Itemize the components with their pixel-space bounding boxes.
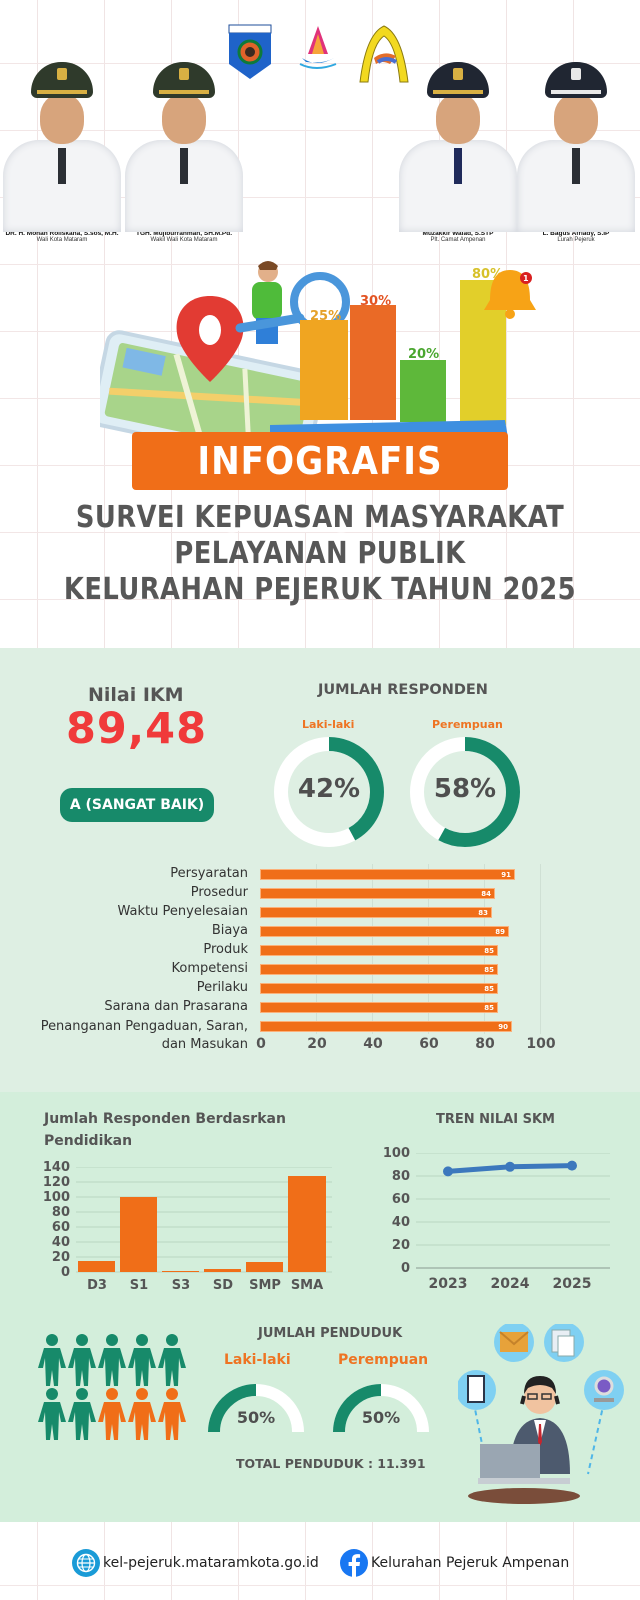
bar-perilaku: 85 [260,983,498,994]
title-line-2: PELAYANAN PUBLIK [174,536,466,571]
responden-male-value: 42% [297,774,361,804]
official-lurah: L. Bagus Afriady, S.IP Lurah Pejeruk [516,62,636,243]
category-label: Waktu Penyelesaian [117,904,248,919]
category-label: Sarana dan Prasarana [104,999,248,1014]
penduduk-title: JUMLAH PENDUDUK [258,1326,403,1341]
ampenan-logo [294,24,340,84]
unsur-bar-chart: Persyaratan Prosedur Waktu Penyelesaian … [0,864,640,1064]
website-url: kel-pejeruk.mataramkota.go.id [103,1555,319,1571]
official-name: TGH. Mujiburrahman, SH.M.Pd. [135,230,233,237]
facebook-link[interactable]: Kelurahan Pejeruk Ampenan [340,1548,569,1578]
ikm-section: Nilai IKM 89,48 A (SANGAT BAIK) JUMLAH R… [0,648,640,1092]
category-label: Prosedur [190,885,248,900]
title-line-1: SURVEI KEPUASAN MASYARAKAT [75,500,565,535]
grid-background-footer [0,1522,640,1600]
hero-illustration: 25% 30% 20% 80% 1 [90,260,540,469]
bar-persyaratan: 91 [260,869,515,880]
official-title: Lurah Pejeruk [557,237,595,243]
page-title: SURVEI KEPUASAN MASYARAKAT PELAYANAN PUB… [45,500,595,608]
penduduk-female-gauge: 50% [333,1376,429,1433]
infografis-banner: INFOGRAFIS STATISTIK [132,432,508,541]
bar-label: 25% [310,309,341,324]
official-title: Wakil Wali Kota Mataram [150,237,218,243]
penduduk-female-label: Perempuan [338,1352,429,1368]
total-penduduk: TOTAL PENDUDUK : 11.391 [236,1456,426,1471]
official-title: Plt. Camat Ampenan [430,237,486,243]
svg-text:1: 1 [523,274,529,283]
category-label: Kompetensi [171,961,248,976]
responden-male-label: Laki-laki [302,718,355,731]
y-axis-labels: 140 120 100 80 60 40 20 0 [42,1160,70,1280]
svg-text:20%: 20% [408,347,439,362]
website-link[interactable]: kel-pejeruk.mataramkota.go.id [72,1548,319,1578]
education-bar-chart: 140 120 100 80 60 40 20 0 D3 S1 [40,1160,332,1300]
x-tick: 60 [419,1036,439,1052]
official-camat: Muzakkir Walad, S.STP Plt. Camat Ampenan [398,62,518,243]
bar-prosedur: 84 [260,888,495,899]
bar-biaya: 89 [260,926,509,937]
penduduk-male-label: Laki-laki [224,1352,291,1368]
globe-icon [72,1549,100,1577]
x-tick: 20 [307,1036,327,1052]
responden-title: JUMLAH RESPONDEN [318,682,488,698]
bar-pengaduan: 90 [260,1021,512,1032]
category-label: Produk [203,942,248,957]
svg-text:30%: 30% [360,294,391,309]
bar-sarana: 85 [260,1002,498,1013]
official-name: Muzakkir Walad, S.STP [422,230,494,237]
footer: kel-pejeruk.mataramkota.go.id Kelurahan … [0,1522,640,1600]
title-line-3: KELURAHAN PEJERUK TAHUN 2025 [63,572,577,607]
x-tick: 0 [256,1036,266,1052]
charts-section: Jumlah Responden Berdasrkan Pendidikan 1… [0,1092,640,1522]
official-title: Wali Kota Mataram [36,237,88,243]
facebook-page-name: Kelurahan Pejeruk Ampenan [371,1555,570,1571]
responden-female-value: 58% [433,774,497,804]
bar-kompetensi: 85 [260,964,498,975]
x-tick: 40 [363,1036,383,1052]
penduduk-male-value: 50% [236,1408,276,1427]
responden-female-label: Perempuan [432,718,503,731]
kota-mataram-logo [228,24,272,80]
bar-waktu: 83 [260,907,492,918]
official-walikota: DR. H. Mohan Roliskana, S.sos, M.H. Wali… [0,62,124,243]
x-tick: 100 [526,1036,556,1052]
category-label: Persyaratan [170,866,248,881]
ikm-label: Nilai IKM [88,684,184,706]
trend-chart-title: TREN NILAI SKM [436,1112,555,1127]
population-people-icons [36,1332,192,1442]
responden-male-donut: 42% [274,736,384,848]
pejeruk-logo [356,24,412,84]
trend-line-chart: 100 80 60 40 20 0 2023 2024 2025 [380,1142,620,1292]
category-label: Biaya [211,923,248,938]
official-wakil-walikota: TGH. Mujiburrahman, SH.M.Pd. Wakil Wali … [122,62,246,243]
x-tick: 80 [475,1036,495,1052]
customer-service-illustration [456,1322,624,1520]
official-name: L. Bagus Afriady, S.IP [542,230,610,237]
category-label: Perilaku [196,980,248,995]
gridline [540,864,541,1034]
grade-badge: A (SANGAT BAIK) [60,788,214,822]
y-axis-labels: 100 80 60 40 20 0 [382,1146,410,1276]
ikm-value: 89,48 [66,704,208,754]
penduduk-male-gauge: 50% [208,1376,304,1433]
official-name: DR. H. Mohan Roliskana, S.sos, M.H. [5,230,119,237]
category-label: Penanganan Pengaduan, Saran, dan Masukan [40,1019,248,1052]
x-axis-labels: D3 S1 S3 SD SMP SMA [87,1278,324,1293]
facebook-icon [340,1549,368,1577]
bar-produk: 85 [260,945,498,956]
education-chart-title: Jumlah Responden Berdasrkan Pendidikan [44,1111,286,1149]
penduduk-female-value: 50% [361,1408,401,1427]
responden-female-donut: 58% [410,736,520,848]
